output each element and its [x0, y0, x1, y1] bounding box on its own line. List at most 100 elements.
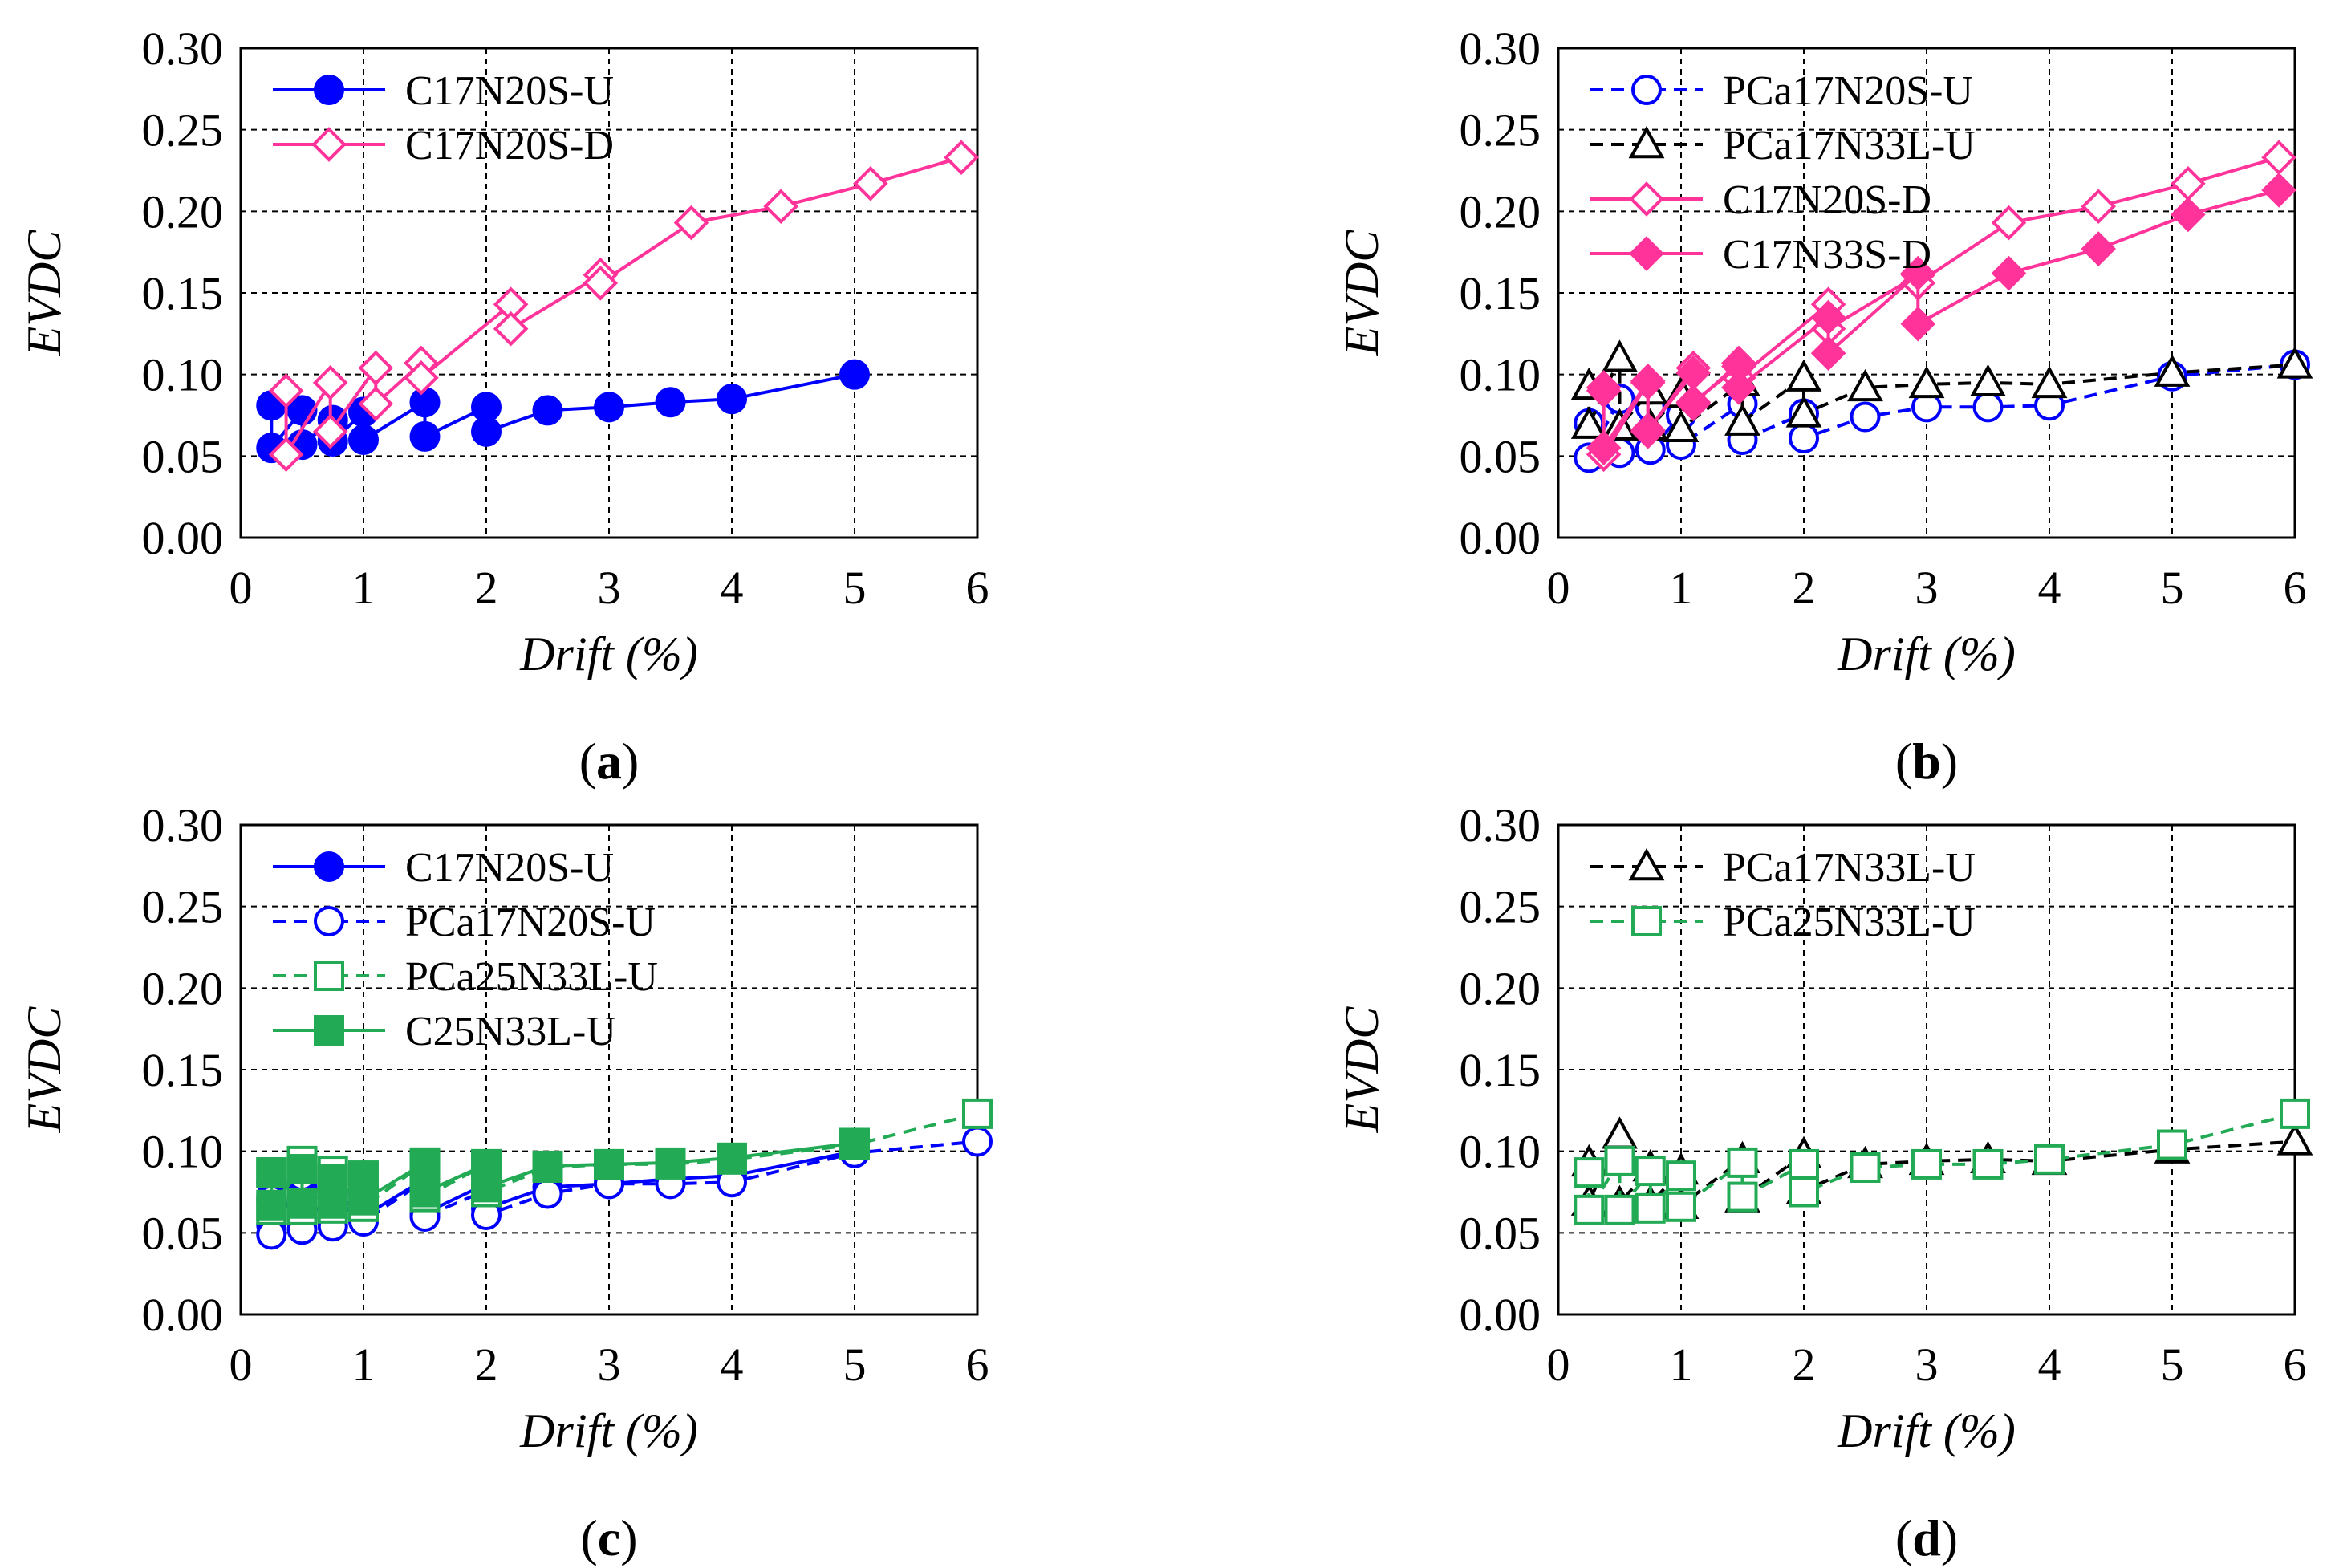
y-tick-label: 0.10	[142, 1126, 224, 1178]
data-point	[1789, 1148, 1819, 1180]
legend-marker	[314, 851, 344, 882]
legend-label: C25N33L-U	[405, 1009, 616, 1054]
data-point	[1635, 1156, 1666, 1187]
data-point	[2261, 140, 2296, 176]
data-point	[256, 1189, 287, 1221]
panel-caption: (b)	[1895, 733, 1958, 790]
y-tick-label: 0.20	[142, 185, 224, 238]
y-tick-label: 0.25	[142, 104, 224, 156]
data-point	[717, 384, 747, 415]
data-point	[962, 1126, 993, 1157]
legend-label: PCa25N33L-U	[1723, 900, 1976, 945]
series-C25N33L-U	[256, 1127, 870, 1221]
data-point	[1666, 1191, 1696, 1222]
legend-label: PCa17N33L-U	[1723, 123, 1976, 169]
data-point	[1675, 384, 1712, 420]
data-point	[317, 1188, 348, 1219]
y-tick-label: 0.25	[142, 881, 224, 933]
y-tick-label: 0.25	[1460, 881, 1541, 933]
y-tick-label: 0.15	[142, 1044, 224, 1096]
y-tick-label: 0.20	[1460, 185, 1541, 238]
data-point	[268, 437, 304, 473]
legend-label: C17N20S-D	[405, 123, 614, 169]
x-tick-label: 4	[721, 562, 744, 614]
x-tick-label: 6	[966, 1338, 989, 1391]
data-point	[1900, 306, 1936, 342]
data-point	[1727, 1147, 1758, 1178]
data-point	[358, 350, 394, 386]
plot-frame	[1557, 823, 2296, 1316]
data-point	[532, 395, 563, 426]
chart-panel-b: 0.00 0.05 0.10 0.15 0.20 0.25 0.30 0 1 2 3 4 5 6 Drift…	[1335, 22, 2313, 790]
legend-label: C17N33S-D	[1723, 232, 1931, 278]
data-point	[1847, 368, 1883, 402]
data-point	[1630, 363, 1666, 399]
data-point	[268, 373, 304, 408]
data-point	[2031, 365, 2068, 399]
legend-label: C17N20S-D	[1723, 177, 1931, 223]
data-point	[1972, 1148, 2004, 1180]
data-point	[1586, 430, 1622, 465]
data-point	[2280, 1098, 2310, 1129]
series-line	[1602, 188, 2280, 450]
caption-paren: )	[620, 1509, 637, 1566]
data-point	[1586, 370, 1622, 405]
data-point	[673, 205, 709, 241]
x-tick-label: 2	[475, 1338, 498, 1391]
data-point	[1900, 255, 1936, 291]
chart-panel-d: 0.00 0.05 0.10 0.15 0.20 0.25 0.30 0 1 2 3 4 5 6 Drift…	[1335, 799, 2313, 1566]
caption-paren: (	[1895, 1509, 1912, 1566]
legend-label: PCa25N33L-U	[405, 954, 658, 1000]
x-tick-label: 1	[352, 562, 376, 614]
data-point	[1810, 335, 1846, 372]
data-point	[853, 165, 888, 201]
data-point	[763, 189, 799, 225]
data-point	[1970, 364, 2006, 397]
data-point	[594, 1148, 624, 1180]
y-tick-label: 0.30	[1460, 22, 1541, 75]
data-point	[583, 265, 619, 301]
series-line	[284, 156, 962, 457]
data-point	[348, 424, 379, 455]
series-C17N20S-D	[268, 140, 979, 473]
legend-marker	[314, 961, 344, 991]
legend-marker	[311, 127, 347, 162]
plot-frame	[239, 47, 979, 539]
y-tick-label: 0.15	[142, 267, 224, 319]
y-tick-label: 0.30	[142, 22, 224, 75]
data-point	[1635, 1192, 1666, 1224]
x-tick-label: 5	[2161, 562, 2184, 614]
caption-paren: )	[622, 733, 639, 790]
caption-paren: (	[580, 1509, 597, 1566]
data-point	[409, 1176, 441, 1208]
x-tick-label: 4	[2038, 1338, 2061, 1391]
x-tick-label: 5	[843, 562, 867, 614]
data-point	[1911, 1148, 1942, 1180]
data-point	[594, 392, 624, 423]
data-point	[471, 1172, 502, 1203]
x-tick-label: 4	[2038, 562, 2061, 614]
series-PCa17N33L-U	[1570, 339, 2313, 442]
y-tick-label: 0.00	[142, 512, 224, 564]
legend-marker	[1631, 75, 1662, 105]
data-point	[2081, 189, 2117, 225]
plot-frame	[239, 823, 979, 1316]
x-tick-label: 1	[352, 1338, 376, 1391]
data-point	[2157, 1129, 2187, 1160]
legend-marker	[314, 906, 344, 936]
data-point	[2276, 1123, 2313, 1156]
data-point	[404, 360, 439, 396]
data-point	[1991, 205, 2027, 241]
x-tick-label: 1	[1670, 1338, 1693, 1391]
data-point	[286, 1154, 318, 1185]
data-point	[2034, 1144, 2065, 1175]
data-point	[409, 420, 441, 452]
series-PCa25N33L-U	[1574, 1098, 2310, 1225]
x-tick-label: 2	[1793, 562, 1816, 614]
x-tick-label: 2	[1793, 1338, 1816, 1391]
series-C17N33S-D	[1586, 173, 2296, 465]
x-tick-label: 0	[1547, 1338, 1570, 1391]
data-point	[839, 1127, 870, 1159]
y-tick-label: 0.00	[1460, 1289, 1541, 1341]
